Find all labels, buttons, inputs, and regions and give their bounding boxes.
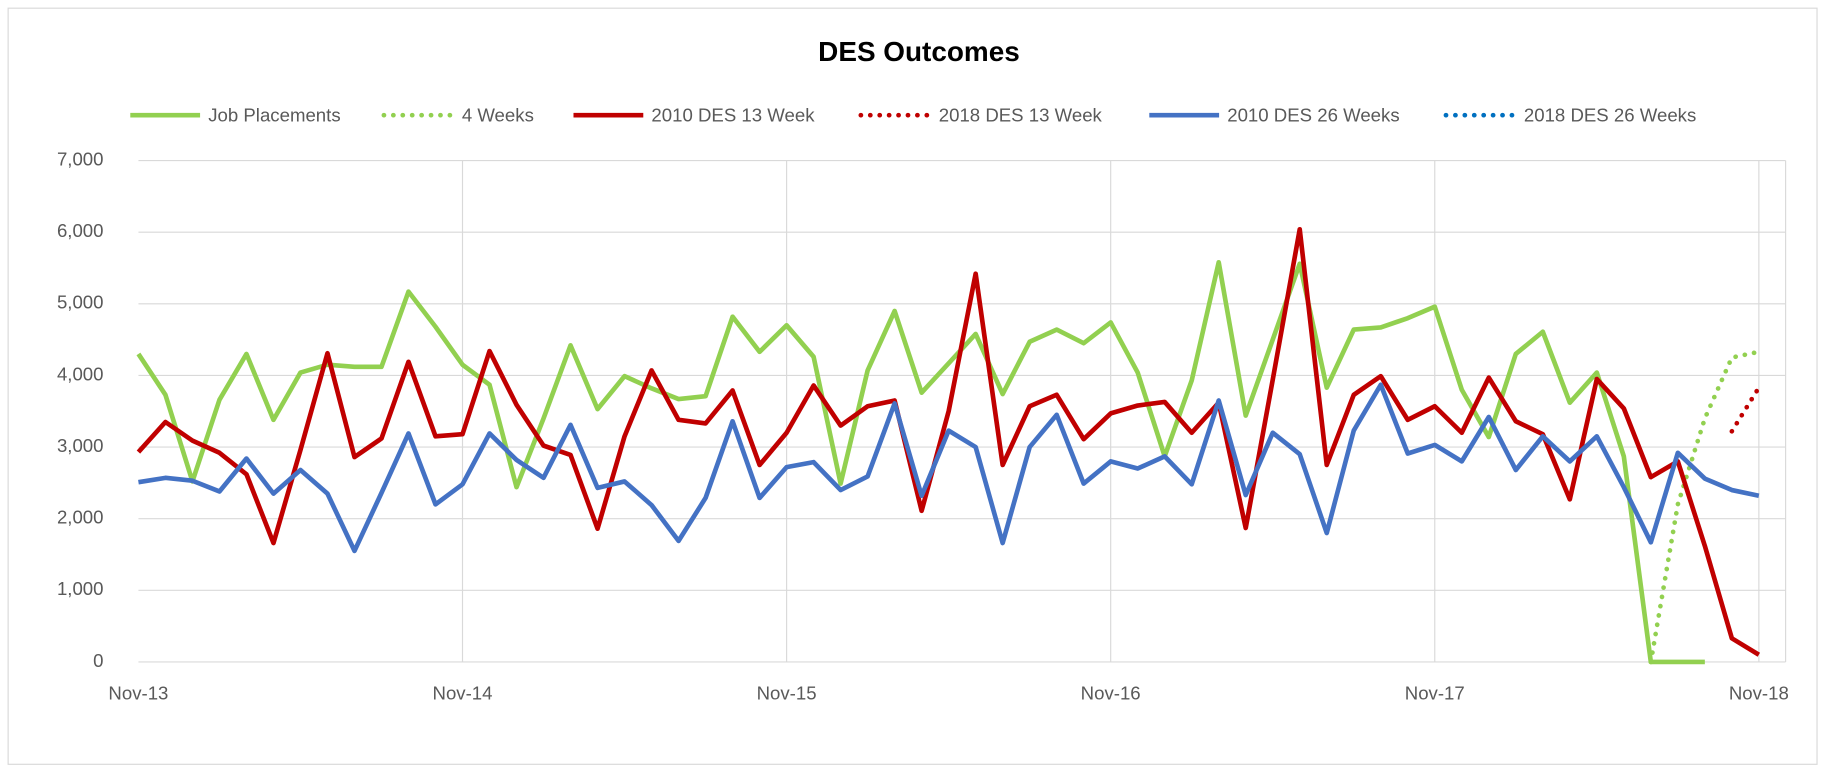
- x-tick-label: Nov-18: [1729, 682, 1789, 703]
- legend-label: 2010 DES 26 Weeks: [1227, 104, 1399, 125]
- x-tick-label: Nov-15: [757, 682, 817, 703]
- legend-label: Job Placements: [208, 104, 340, 125]
- y-tick-label: 3,000: [57, 435, 104, 456]
- chart-title: DES Outcomes: [818, 36, 1020, 67]
- x-tick-label: Nov-17: [1405, 682, 1465, 703]
- x-tick-label: Nov-16: [1081, 682, 1141, 703]
- legend-label: 2018 DES 26 Weeks: [1524, 104, 1696, 125]
- chart-frame: [7, 7, 1818, 765]
- legend-label: 2010 DES 13 Week: [651, 104, 815, 125]
- x-tick-label: Nov-13: [108, 682, 168, 703]
- y-tick-label: 4,000: [57, 363, 104, 384]
- legend-label: 2018 DES 13 Week: [939, 104, 1103, 125]
- series-line: [1729, 385, 1762, 434]
- y-tick-label: 6,000: [57, 220, 104, 241]
- y-tick-label: 5,000: [57, 292, 104, 313]
- series-line: [136, 227, 1761, 657]
- x-tick-label: Nov-14: [433, 682, 493, 703]
- y-tick-label: 1,000: [57, 578, 104, 599]
- series-line: [136, 259, 1705, 665]
- series-line: [138, 382, 1760, 554]
- y-tick-label: 0: [93, 650, 103, 671]
- y-tick-label: 2,000: [57, 507, 104, 528]
- y-tick-label: 7,000: [57, 148, 104, 169]
- legend-label: 4 Weeks: [462, 104, 534, 125]
